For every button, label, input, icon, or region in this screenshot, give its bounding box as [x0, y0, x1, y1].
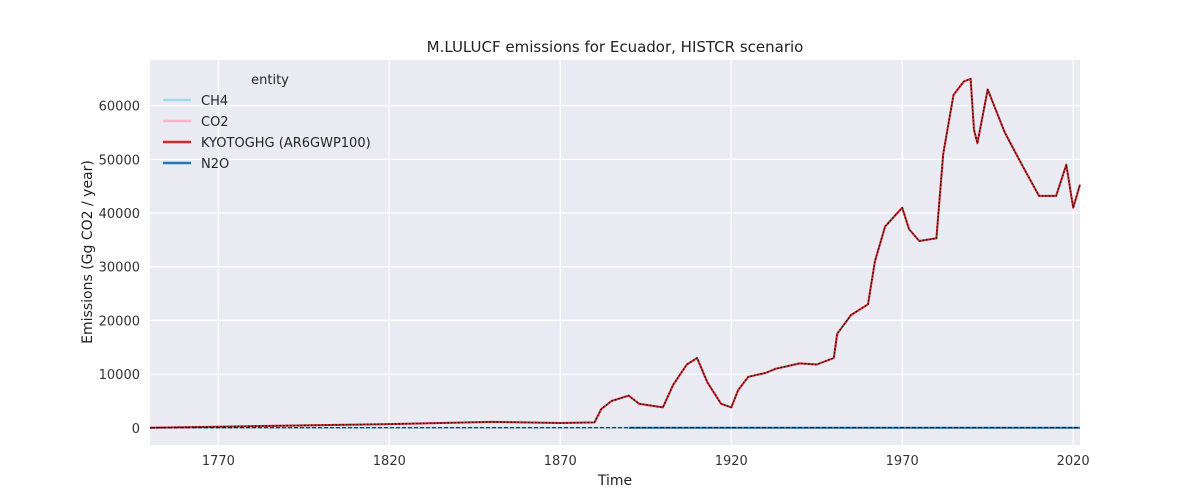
y-tick-label: 20000: [99, 314, 140, 329]
y-tick-label: 50000: [99, 153, 140, 168]
x-tick-label: 2020: [1057, 454, 1090, 469]
legend-label: N2O: [201, 157, 229, 172]
x-tick-label: 1920: [715, 454, 748, 469]
legend-label: CO2: [201, 115, 229, 130]
series-layer: [149, 77, 1081, 429]
legend: entity CH4 CO2 KYOTOGHG (AR6GWP100) N2O: [163, 73, 371, 172]
x-tick-label: 1820: [373, 454, 406, 469]
y-tick-label: 40000: [99, 207, 140, 222]
chart-title: M.LULUCF emissions for Ecuador, HISTCR s…: [427, 38, 804, 56]
legend-label: KYOTOGHG (AR6GWP100): [201, 136, 371, 151]
x-tick-label: 1970: [886, 454, 919, 469]
y-tick-label: 0: [132, 422, 140, 437]
x-tick-label: 1870: [544, 454, 577, 469]
x-tick-label: 1770: [202, 454, 235, 469]
legend-title: entity: [251, 73, 289, 88]
x-axis-label: Time: [597, 473, 632, 489]
y-tick-label: 60000: [99, 100, 140, 115]
y-tick-label: 30000: [99, 261, 140, 276]
y-axis-label: Emissions (Gg CO2 / year): [80, 160, 96, 344]
tick-labels: 1770 1820 1870 1920 1970 2020 0 10000 20000 30000…: [99, 100, 1090, 469]
y-tick-label: 10000: [99, 368, 140, 383]
legend-label: CH4: [201, 94, 228, 109]
series-line-overlay-dotted: [149, 78, 1081, 429]
plot-background: [150, 60, 1080, 445]
